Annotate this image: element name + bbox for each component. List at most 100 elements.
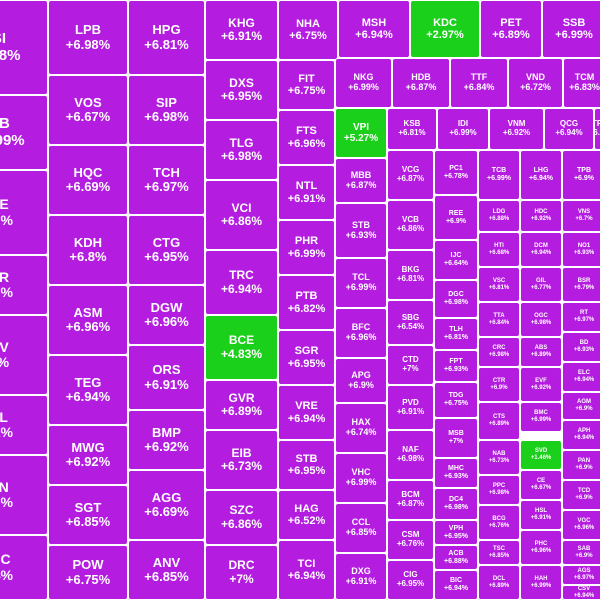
tile-pet[interactable]: PET +6.89% bbox=[480, 0, 542, 58]
tile-vnd[interactable]: VND +6.72% bbox=[508, 58, 563, 108]
tile-naf[interactable]: NAF +6.98% bbox=[387, 430, 434, 480]
tile-bd[interactable]: BD +6.93% bbox=[562, 332, 600, 362]
tile-hpg[interactable]: HPG +6.81% bbox=[128, 0, 205, 75]
tile-vnm[interactable]: VNM +6.92% bbox=[489, 108, 544, 150]
tile-bsr[interactable]: BSR +6.79% bbox=[562, 267, 600, 302]
tile-nha[interactable]: NHA +6.75% bbox=[278, 0, 338, 60]
tile-ags[interactable]: AGS +6.97% bbox=[562, 565, 600, 585]
tile-ldg[interactable]: LDG +6.88% bbox=[478, 200, 520, 232]
tile-ssb[interactable]: SSB +6.99% bbox=[542, 0, 600, 58]
tile-agg[interactable]: AGG +6.69% bbox=[128, 470, 205, 540]
tile-kdc[interactable]: KDC +2.97% bbox=[410, 0, 480, 58]
tile-no1[interactable]: NO1 +6.93% bbox=[562, 232, 600, 267]
tile-dr[interactable]: DR98% bbox=[0, 255, 48, 315]
tile-pow[interactable]: POW +6.75% bbox=[48, 545, 128, 600]
tile-evf[interactable]: EVF +6.92% bbox=[520, 367, 562, 402]
tile-mbb[interactable]: MBB +6.87% bbox=[335, 158, 387, 203]
tile-ptb[interactable]: PTB +6.82% bbox=[278, 275, 335, 330]
tile-ctd[interactable]: CTD +7% bbox=[387, 345, 434, 385]
tile-tpb[interactable]: TPB+6.9% bbox=[594, 108, 600, 150]
tile-sn[interactable]: SN96% bbox=[0, 455, 48, 535]
tile-ttf[interactable]: TTF +6.84% bbox=[450, 58, 508, 108]
tile-cig[interactable]: CIG +6.95% bbox=[387, 560, 434, 600]
tile-abs[interactable]: ABS +6.89% bbox=[520, 337, 562, 367]
tile-hti[interactable]: HTI +6.68% bbox=[478, 232, 520, 267]
tile-phr[interactable]: PHR +6.99% bbox=[278, 220, 335, 275]
tile-cts[interactable]: CTS +6.89% bbox=[478, 402, 520, 440]
tile-csv[interactable]: CSV +6.94% bbox=[562, 585, 600, 600]
tile-ssi[interactable]: SI+6.8% bbox=[0, 0, 48, 95]
tile-bce[interactable]: BCE +4.83% bbox=[205, 315, 278, 380]
tile-apg[interactable]: APG +6.9% bbox=[335, 358, 387, 403]
tile-vcb[interactable]: CB+6.99% bbox=[0, 95, 48, 170]
tile-ogc[interactable]: OGC +6.98% bbox=[520, 302, 562, 337]
tile-sgr[interactable]: SGR +6.95% bbox=[278, 330, 335, 385]
tile-dxs[interactable]: DXS +6.95% bbox=[205, 60, 278, 120]
tile-vcb[interactable]: VCB +6.86% bbox=[387, 200, 434, 250]
tile-anv[interactable]: ANV +6.85% bbox=[128, 540, 205, 600]
tile-ppc[interactable]: PPC +6.98% bbox=[478, 475, 520, 505]
tile-tlg[interactable]: TLG +6.98% bbox=[205, 120, 278, 180]
tile-fpt[interactable]: FPT +6.93% bbox=[434, 350, 478, 382]
tile-msb[interactable]: MSB +7% bbox=[434, 418, 478, 458]
tile-vcg[interactable]: VCG +6.87% bbox=[387, 150, 434, 200]
tile-lpb[interactable]: LPB +6.98% bbox=[48, 0, 128, 75]
tile-hdc[interactable]: HDC +6.92% bbox=[520, 200, 562, 232]
tile-crc[interactable]: CRC +6.98% bbox=[478, 337, 520, 367]
tile-vgc[interactable]: VGC +6.96% bbox=[562, 510, 600, 540]
tile-ctg[interactable]: CTG +6.95% bbox=[128, 215, 205, 285]
tile-ntl[interactable]: NTL +6.91% bbox=[278, 165, 335, 220]
tile-gvr[interactable]: GVR +6.89% bbox=[205, 380, 278, 430]
tile-teg[interactable]: TEG +6.94% bbox=[48, 355, 128, 425]
tile-ijc[interactable]: IJC +6.64% bbox=[434, 240, 478, 280]
tile-aph[interactable]: APH +6.94% bbox=[562, 420, 600, 450]
tile-dcl[interactable]: DCL +6.89% bbox=[478, 565, 520, 600]
tile-tsc[interactable]: TSC +6.85% bbox=[478, 540, 520, 565]
tile-stb[interactable]: STB +6.93% bbox=[335, 203, 387, 258]
tile-kdh[interactable]: KDH +6.8% bbox=[48, 215, 128, 285]
tile-sgt[interactable]: SGT +6.85% bbox=[48, 485, 128, 545]
tile-bkg[interactable]: BKG +6.81% bbox=[387, 250, 434, 300]
tile-bic[interactable]: BIC +6.94% bbox=[434, 570, 478, 600]
tile-tci[interactable]: TCI +6.94% bbox=[278, 540, 335, 600]
tile-tta[interactable]: TTA +6.84% bbox=[478, 302, 520, 337]
tile-sip[interactable]: SIP +6.98% bbox=[128, 75, 205, 145]
tile-svd[interactable]: SVD +1.46% bbox=[520, 440, 562, 470]
tile-eib[interactable]: EIB +6.73% bbox=[205, 430, 278, 490]
tile-bmc[interactable]: BMC +6.99% bbox=[520, 402, 562, 432]
tile-phc[interactable]: PHC +6.96% bbox=[520, 530, 562, 565]
tile-pc1[interactable]: PC1 +6.78% bbox=[434, 150, 478, 195]
tile-sbg[interactable]: SBG +6.54% bbox=[387, 300, 434, 345]
tile-tcm[interactable]: TCM +6.83% bbox=[563, 58, 600, 108]
tile-vre[interactable]: VRE +6.94% bbox=[278, 385, 335, 440]
tile-fit[interactable]: FIT +6.75% bbox=[278, 60, 335, 110]
tile-ce[interactable]: CE +6.67% bbox=[520, 470, 562, 500]
tile-rt[interactable]: RT +6.97% bbox=[562, 302, 600, 332]
tile-tlh[interactable]: TLH +6.81% bbox=[434, 318, 478, 350]
tile-dcm[interactable]: DCM +6.94% bbox=[520, 232, 562, 267]
tile-dc4[interactable]: DC4 +6.98% bbox=[434, 488, 478, 520]
tile-bmp[interactable]: BMP +6.92% bbox=[128, 410, 205, 470]
tile-vns[interactable]: VNS +6.7% bbox=[562, 200, 600, 232]
tile-bcm[interactable]: BCM +6.87% bbox=[387, 480, 434, 520]
tile-tcb[interactable]: TCB +6.99% bbox=[478, 150, 520, 200]
tile-vpi[interactable]: VPI +5.27% bbox=[335, 108, 387, 158]
tile-khg[interactable]: KHG +6.91% bbox=[205, 0, 278, 60]
tile-mhc[interactable]: MHC +6.93% bbox=[434, 458, 478, 488]
tile-agm[interactable]: AGM +6.9% bbox=[562, 392, 600, 420]
tile-hax[interactable]: HAX +6.74% bbox=[335, 403, 387, 453]
tile-ccl[interactable]: CCL +6.85% bbox=[335, 503, 387, 553]
tile-vph[interactable]: VPH +6.95% bbox=[434, 520, 478, 545]
tile-nab[interactable]: NAB +6.73% bbox=[478, 440, 520, 475]
tile-idi[interactable]: IDI +6.99% bbox=[437, 108, 489, 150]
tile-csm[interactable]: CSM +6.76% bbox=[387, 520, 434, 560]
tile-vl[interactable]: VL91% bbox=[0, 395, 48, 455]
tile-hag[interactable]: HAG +6.52% bbox=[278, 490, 335, 540]
tile-vhc[interactable]: VHC +6.99% bbox=[335, 453, 387, 503]
tile-lhg[interactable]: LHG +6.94% bbox=[520, 150, 562, 200]
tile-fts[interactable]: FTS +6.96% bbox=[278, 110, 335, 165]
tile-re[interactable]: RE72% bbox=[0, 170, 48, 255]
tile-vsc[interactable]: VSC +6.81% bbox=[478, 267, 520, 302]
tile-ksb[interactable]: KSB +6.81% bbox=[387, 108, 437, 150]
tile-tdg[interactable]: TDG +6.75% bbox=[434, 382, 478, 418]
